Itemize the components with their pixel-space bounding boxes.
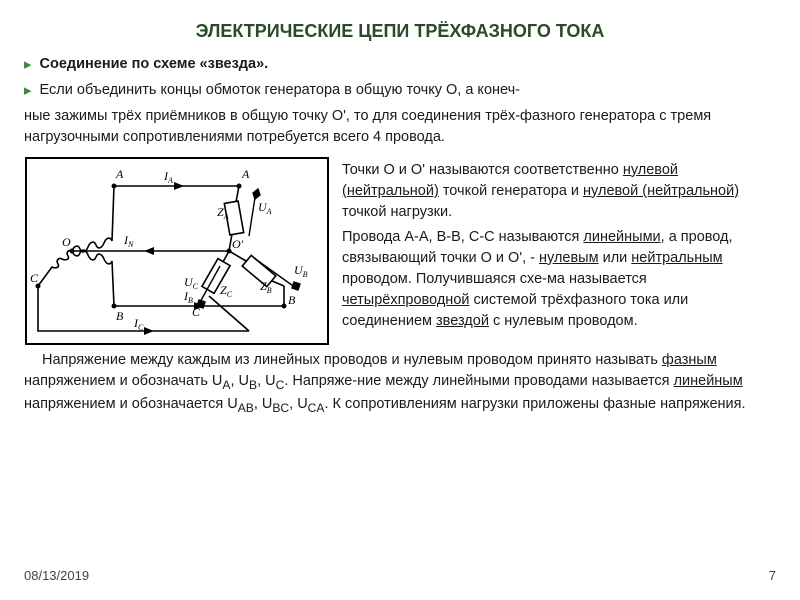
page-title: ЭЛЕКТРИЧЕСКИЕ ЦЕПИ ТРЁХФАЗНОГО ТОКА xyxy=(24,18,776,44)
subtitle: Соединение по схеме «звезда». xyxy=(40,54,269,75)
bullet-icon: ▸ xyxy=(24,80,32,102)
bullet-icon: ▸ xyxy=(24,54,32,76)
label-ZC: ZC xyxy=(220,283,233,299)
bullet-line-1: ▸ Соединение по схеме «звезда». xyxy=(24,54,776,76)
paragraph-3: Напряжение между каждым из линейных пров… xyxy=(24,350,776,418)
footer-date: 08/13/2019 xyxy=(24,567,89,586)
paragraph-right-2: Провода А-А, В-В, С-С называются линейны… xyxy=(342,227,776,332)
label-A-gen: A xyxy=(115,167,124,181)
right-text-column: Точки О и О' называются соответственно н… xyxy=(342,156,776,346)
label-IA: IA xyxy=(163,169,173,185)
circuit-diagram: A B C O A B C O' IA IB IC IN ZA ZB ZC UA… xyxy=(24,156,330,346)
figure-text-row: A B C O A B C O' IA IB IC IN ZA ZB ZC UA… xyxy=(24,156,776,346)
paragraph-1: ные зажимы трёх приёмников в общую точку… xyxy=(24,106,776,148)
para-lead: Если объединить концы обмоток генератора… xyxy=(40,80,520,101)
label-IB: IB xyxy=(183,289,193,305)
label-B-gen: B xyxy=(116,309,124,323)
footer: 08/13/2019 7 xyxy=(24,567,776,586)
footer-page: 7 xyxy=(769,567,776,586)
label-O-load: O' xyxy=(232,237,244,251)
label-UC: UC xyxy=(184,275,199,291)
paragraph-right-1: Точки О и О' называются соответственно н… xyxy=(342,160,776,223)
label-O-gen: O xyxy=(62,235,71,249)
label-IC: IC xyxy=(133,316,144,332)
label-IN: IN xyxy=(123,233,134,249)
label-A-load: A xyxy=(241,167,250,181)
label-UA: UA xyxy=(258,200,272,216)
bullet-line-2: ▸ Если объединить концы обмоток генерато… xyxy=(24,80,776,102)
label-C-gen: C xyxy=(30,271,39,285)
label-B-load: B xyxy=(288,293,296,307)
label-C-load: C xyxy=(192,305,201,319)
label-UB: UB xyxy=(294,263,308,279)
